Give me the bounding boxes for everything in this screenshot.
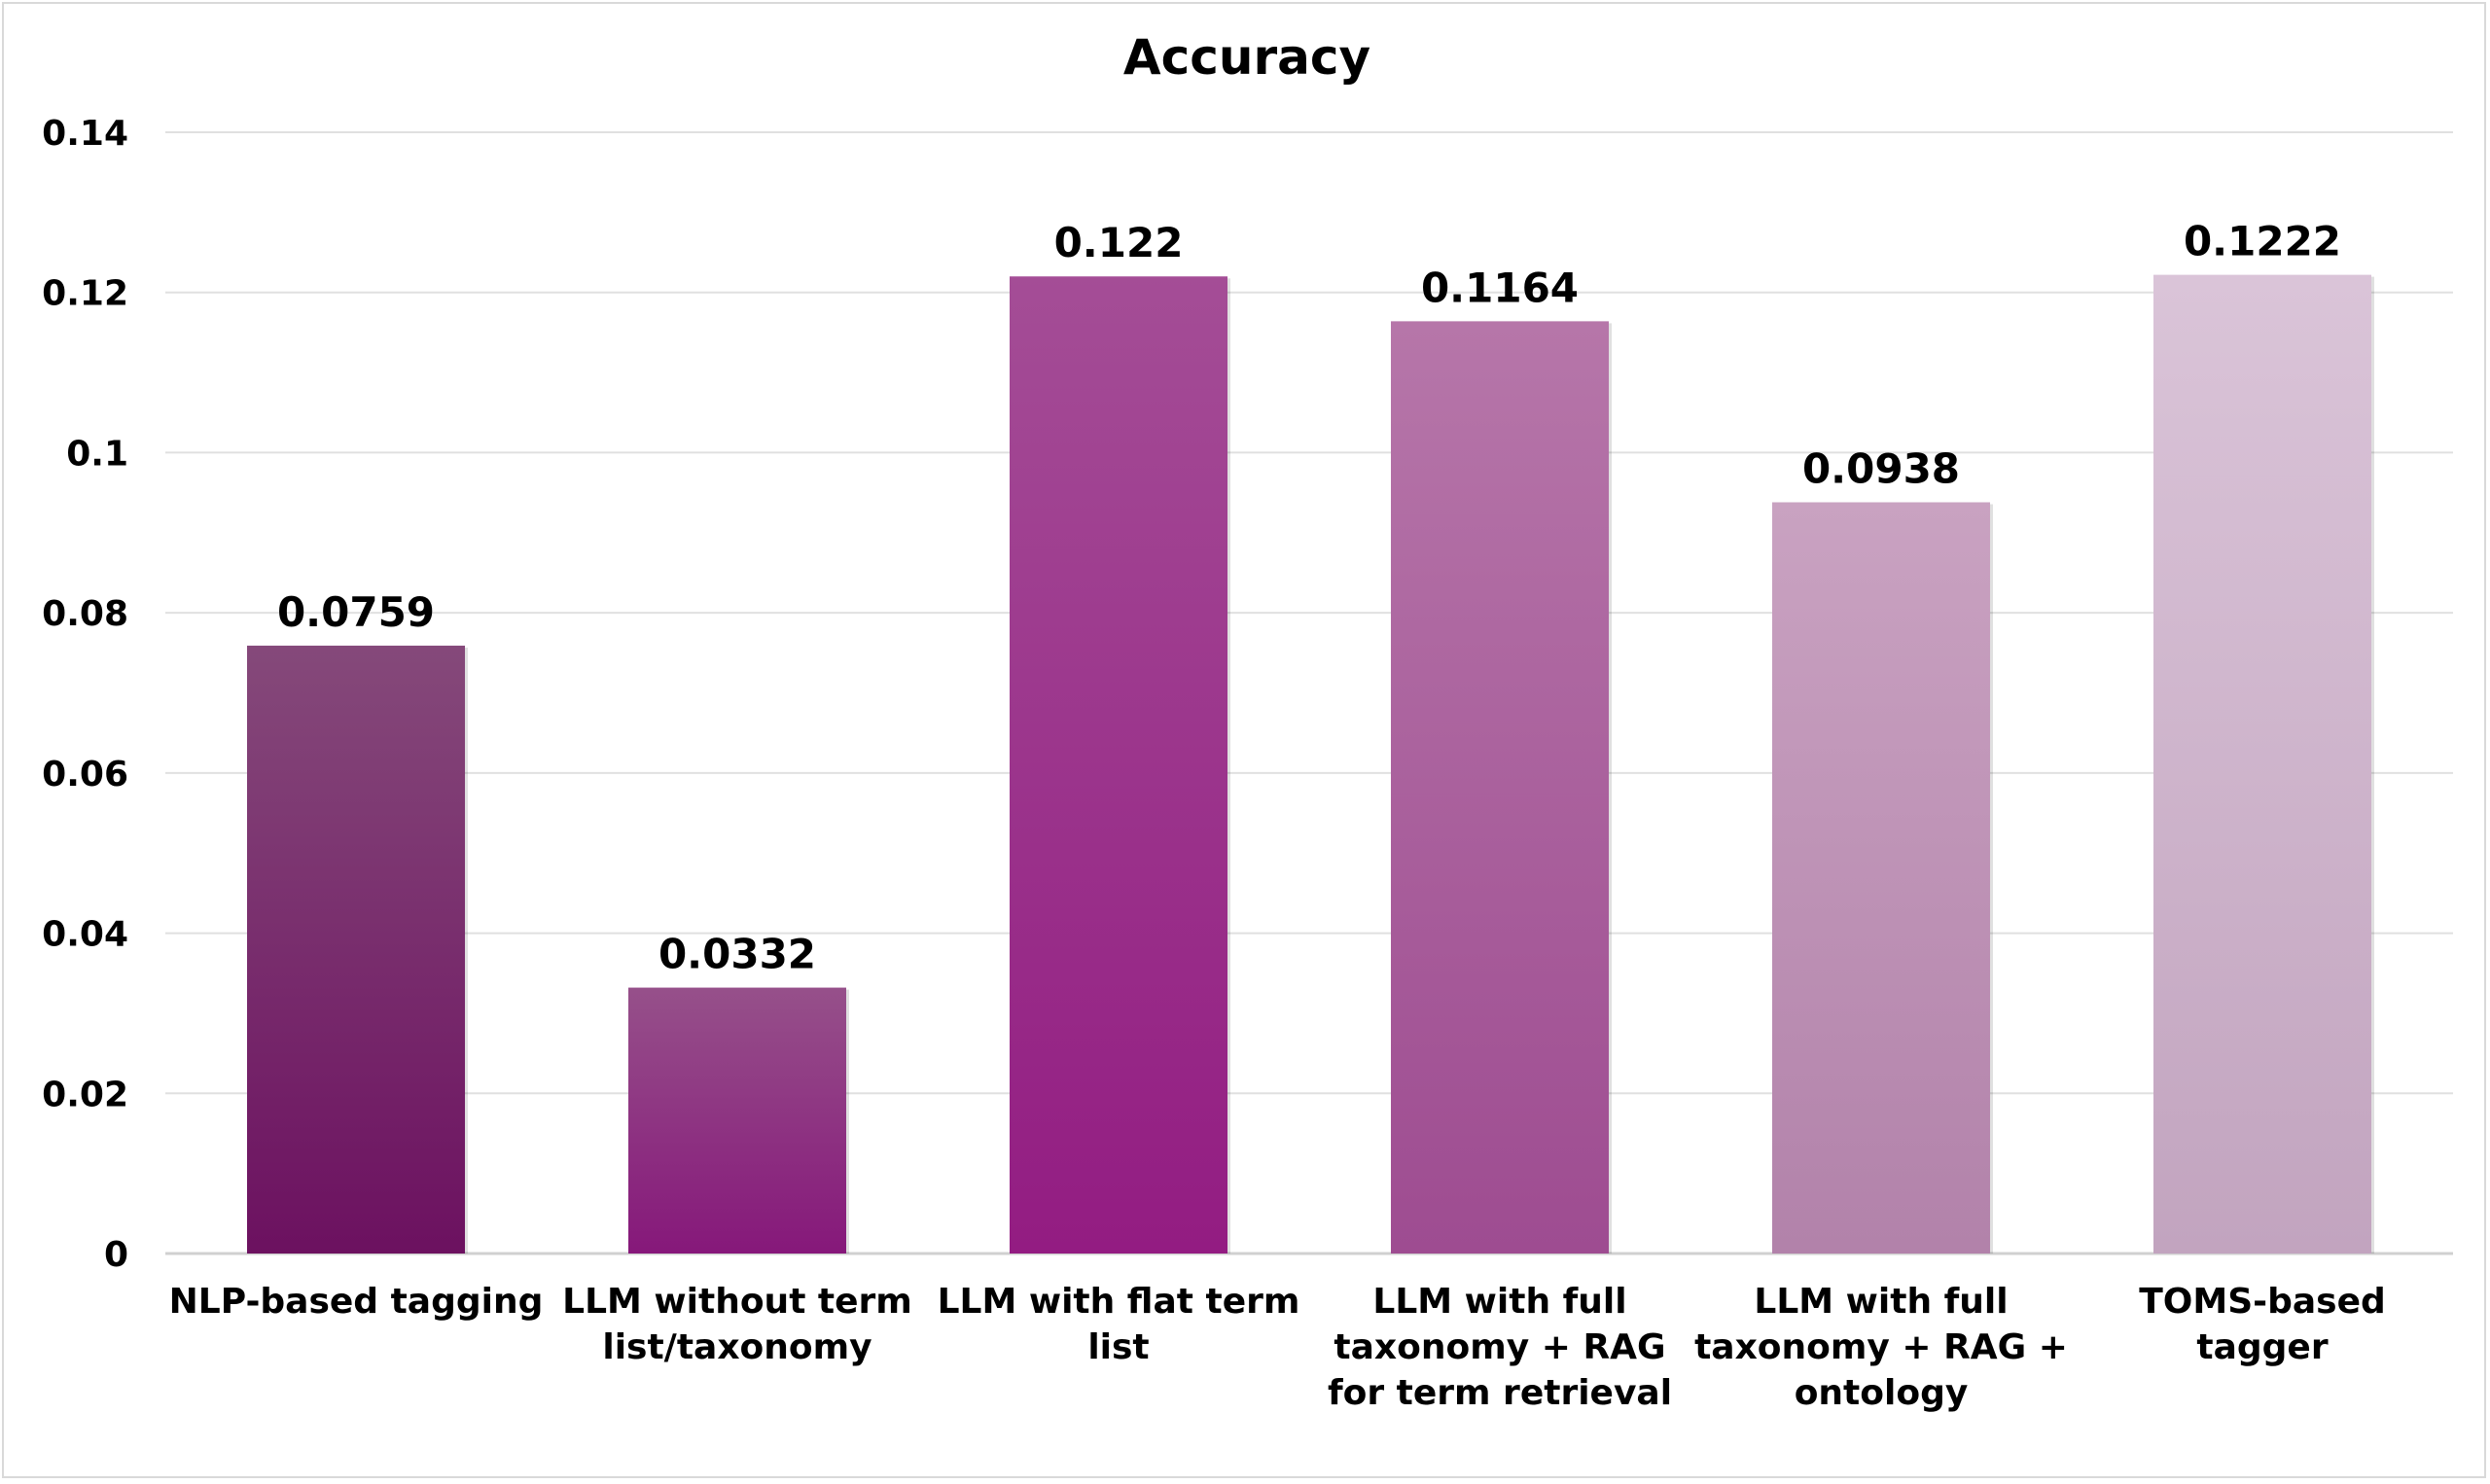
bar bbox=[628, 987, 846, 1254]
x-tick-label: LLM with full bbox=[1754, 1282, 2008, 1322]
x-tick-label: NLP-based tagging bbox=[169, 1282, 544, 1322]
y-axis-ticks: 0 0.02 0.04 0.06 0.08 0.1 0.12 0.14 bbox=[42, 114, 128, 1275]
y-tick-label: 0.12 bbox=[42, 274, 128, 314]
bars bbox=[247, 274, 2374, 1254]
x-tick-label: taxonomy + RAG bbox=[1334, 1327, 1665, 1367]
gridlines bbox=[165, 131, 2453, 1255]
data-label: 0.122 bbox=[1054, 219, 1184, 266]
y-tick-label: 0.08 bbox=[42, 594, 128, 634]
y-tick-label: 0.14 bbox=[42, 114, 128, 154]
x-tick-label: taxonomy + RAG + bbox=[1694, 1327, 2068, 1367]
x-tick-label: TOMS-based bbox=[2139, 1282, 2386, 1322]
bar bbox=[2153, 274, 2371, 1254]
x-tick-label: ontology bbox=[1795, 1373, 1969, 1413]
y-tick-label: 0.06 bbox=[42, 755, 128, 795]
data-labels: 0.0759 0.0332 0.122 0.1164 0.0938 0.1222 bbox=[277, 218, 2341, 978]
data-label: 0.0938 bbox=[1802, 444, 1960, 492]
chart-title: Accuracy bbox=[1123, 29, 1370, 86]
data-label: 0.1222 bbox=[2184, 218, 2341, 265]
x-tick-label: list bbox=[1087, 1327, 1149, 1367]
bar bbox=[1391, 321, 1609, 1254]
x-tick-label: tagger bbox=[2196, 1327, 2328, 1367]
x-tick-label: LLM with flat term bbox=[938, 1282, 1300, 1322]
bar bbox=[247, 645, 465, 1254]
y-tick-label: 0.02 bbox=[42, 1075, 128, 1114]
y-tick-label: 0.04 bbox=[42, 915, 128, 955]
bar bbox=[1010, 276, 1227, 1254]
bar bbox=[1772, 502, 1990, 1254]
data-label: 0.0332 bbox=[658, 931, 816, 978]
y-tick-label: 0.1 bbox=[66, 434, 128, 474]
accuracy-bar-chart: Accuracy 0 0.02 0.04 0.06 0.08 0.1 0.12 0.14 0.… bbox=[42, 29, 2453, 1413]
x-tick-label: LLM without term bbox=[562, 1282, 912, 1322]
data-label: 0.0759 bbox=[277, 588, 435, 636]
x-tick-label: LLM with full bbox=[1372, 1282, 1626, 1322]
y-tick-label: 0 bbox=[104, 1235, 128, 1275]
x-tick-label: list/taxonomy bbox=[602, 1327, 872, 1367]
data-label: 0.1164 bbox=[1421, 264, 1579, 311]
x-tick-label: for term retrieval bbox=[1328, 1373, 1672, 1413]
x-axis-labels: NLP-based tagging LLM without term list/ta… bbox=[169, 1282, 2386, 1413]
